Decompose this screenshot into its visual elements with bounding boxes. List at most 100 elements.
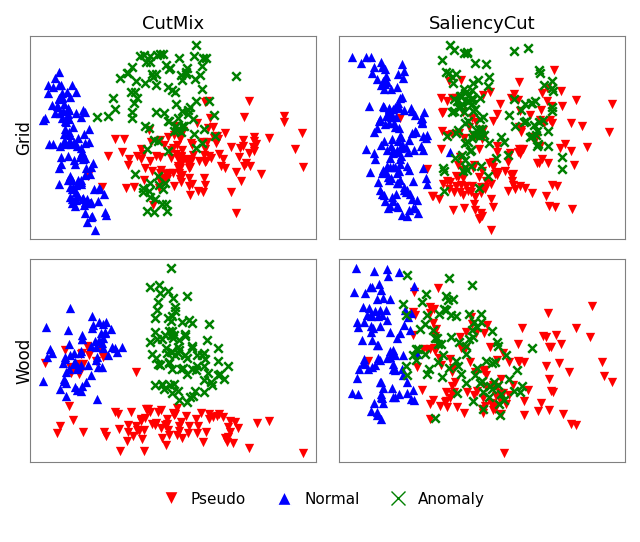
Point <box>173 386 183 395</box>
Point <box>508 380 518 389</box>
Point <box>448 364 458 372</box>
Point <box>402 270 412 279</box>
Point <box>467 99 477 108</box>
Point <box>477 404 487 413</box>
Point <box>383 203 393 212</box>
Point <box>65 139 75 147</box>
Point <box>244 443 254 452</box>
Point <box>144 124 154 132</box>
Point <box>401 311 411 320</box>
Point <box>63 104 74 113</box>
Point <box>118 134 129 143</box>
Point <box>459 166 469 175</box>
Point <box>503 186 513 195</box>
Point <box>212 371 223 379</box>
Point <box>220 375 230 383</box>
Point <box>410 111 420 119</box>
Point <box>408 330 419 339</box>
Point <box>360 145 371 153</box>
Point <box>109 344 120 352</box>
Point <box>199 151 209 159</box>
Point <box>446 311 456 319</box>
Point <box>399 66 410 75</box>
Point <box>145 178 156 187</box>
Point <box>400 306 410 314</box>
Point <box>251 140 261 149</box>
Point <box>366 53 376 62</box>
Point <box>177 121 188 130</box>
Point <box>412 345 422 353</box>
Point <box>499 349 509 357</box>
Point <box>76 150 86 159</box>
Point <box>402 389 412 397</box>
Point <box>131 368 141 377</box>
Point <box>381 264 392 273</box>
Point <box>150 313 160 322</box>
Point <box>385 327 395 336</box>
Point <box>440 398 450 406</box>
Point <box>55 141 65 150</box>
Point <box>496 410 506 418</box>
Point <box>369 149 380 157</box>
Point <box>394 267 404 276</box>
Point <box>185 163 195 171</box>
Point <box>468 130 478 138</box>
Point <box>376 141 386 150</box>
Point <box>460 350 470 358</box>
Point <box>155 360 165 369</box>
Point <box>372 341 382 350</box>
Point <box>140 414 150 423</box>
Point <box>464 310 474 319</box>
Point <box>418 163 428 172</box>
Point <box>417 385 427 394</box>
Point <box>475 114 485 123</box>
Point <box>106 325 116 333</box>
Point <box>63 152 73 160</box>
Point <box>357 335 367 344</box>
Point <box>72 141 82 150</box>
Point <box>486 327 497 336</box>
Point <box>468 164 478 172</box>
Point <box>474 132 484 141</box>
Point <box>365 407 376 416</box>
Point <box>214 150 224 159</box>
Point <box>388 163 399 171</box>
Point <box>359 318 369 326</box>
Point <box>97 363 108 371</box>
Point <box>76 176 86 185</box>
Point <box>168 411 179 420</box>
Point <box>547 180 557 189</box>
Point <box>421 173 431 182</box>
Point <box>65 131 76 139</box>
Point <box>170 87 180 96</box>
Point <box>164 430 174 439</box>
Point <box>194 157 204 165</box>
Point <box>413 345 423 353</box>
Point <box>60 354 70 363</box>
Point <box>408 177 418 186</box>
Point <box>556 87 566 95</box>
Point <box>170 409 180 418</box>
Point <box>434 354 444 363</box>
Point <box>384 104 394 112</box>
Point <box>154 281 164 289</box>
Point <box>172 140 182 149</box>
Point <box>462 388 472 397</box>
Point <box>543 159 553 167</box>
Point <box>475 379 485 388</box>
Point <box>516 127 526 136</box>
Point <box>164 380 175 389</box>
Point <box>566 147 576 156</box>
Point <box>467 280 477 289</box>
Point <box>175 175 185 184</box>
Point <box>92 356 102 365</box>
Point <box>481 185 491 194</box>
Point <box>471 117 481 126</box>
Point <box>173 169 184 178</box>
Point <box>77 106 88 114</box>
Point <box>72 385 83 394</box>
Point <box>155 177 165 185</box>
Point <box>478 404 488 413</box>
Point <box>86 311 97 320</box>
Point <box>413 209 423 218</box>
